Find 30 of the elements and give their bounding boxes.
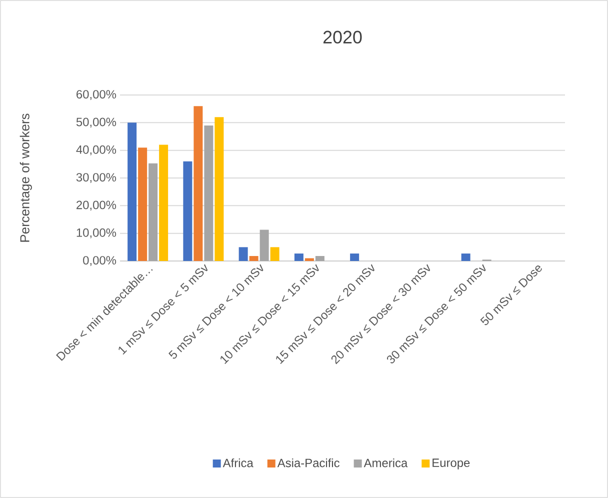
bar (148, 163, 158, 261)
bar (159, 144, 168, 261)
y-tick-label: 10,00% (76, 228, 116, 238)
legend-label: Africa (222, 458, 254, 468)
bar (270, 247, 280, 261)
bar (315, 256, 324, 261)
chart-title: 2020 (323, 30, 362, 44)
bar (238, 247, 248, 261)
legend-label: Asia-Pacific (277, 458, 340, 468)
y-tick-label: 60,00% (76, 90, 116, 100)
bar (183, 161, 192, 261)
bar (461, 254, 470, 261)
y-tick-label: 0,00% (83, 256, 116, 266)
y-tick-label: 20,00% (76, 200, 116, 211)
bar (204, 125, 214, 261)
bar (214, 117, 224, 261)
bar (260, 230, 269, 261)
bar (294, 254, 304, 261)
y-axis-title: Percentage of workers (20, 114, 32, 242)
legend-label: America (364, 458, 408, 468)
bar (138, 148, 148, 261)
bar (304, 258, 314, 261)
y-tick-label: 40,00% (76, 145, 116, 156)
bar (194, 106, 203, 261)
legend-label: Europe (432, 458, 470, 470)
bar (249, 256, 258, 261)
bar (350, 254, 360, 261)
y-tick-label: 30,00% (76, 173, 116, 183)
y-tick-label: 50,00% (76, 118, 116, 128)
bar (128, 122, 137, 261)
